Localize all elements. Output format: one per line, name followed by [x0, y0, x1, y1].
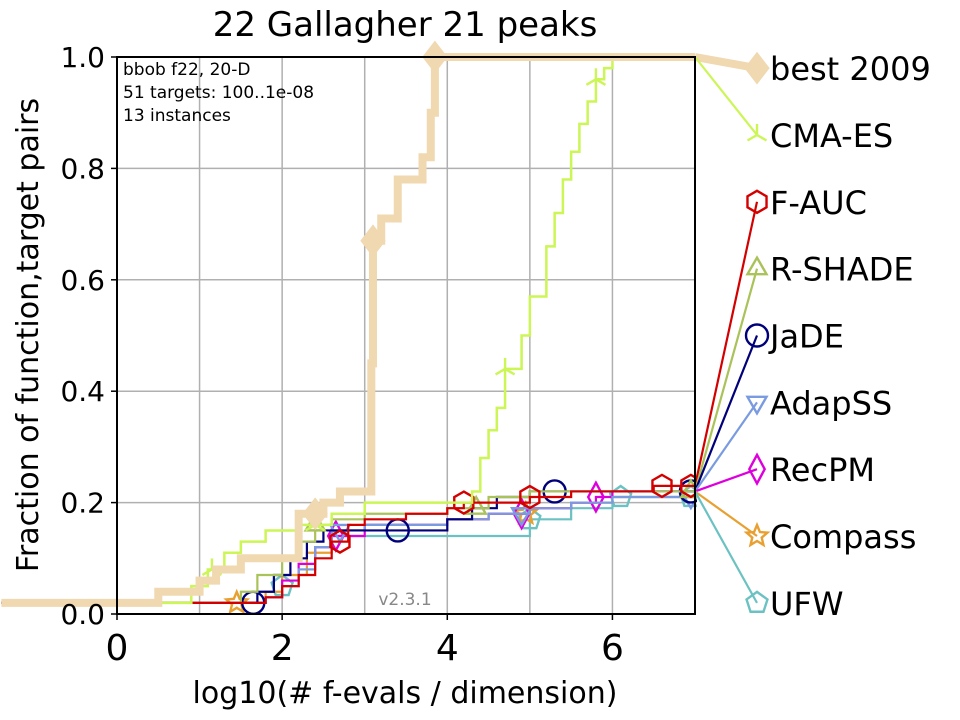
legend-label: R-SHADE: [770, 251, 914, 289]
legend-label: F-AUC: [770, 184, 867, 222]
legend-marker: [746, 189, 768, 215]
series-line: [1, 53, 695, 607]
annotation-line: 13 instances: [123, 106, 231, 126]
y-tick-label: 0.2: [60, 487, 105, 520]
legend-label: JaDE: [768, 318, 844, 356]
legend-marker: [744, 323, 770, 348]
legend-marker: [745, 395, 769, 416]
legend-connector: [694, 468, 758, 493]
legend-connector: [694, 490, 758, 537]
legend-connector: [693, 335, 759, 492]
legend: best 2009 CMA-ES F-AUC R-SHADE JaDE AdapSS Rec…: [743, 50, 931, 623]
series-marker: [223, 588, 251, 615]
plot-frame: [116, 56, 696, 615]
y-tick-label: 1.0: [60, 41, 105, 74]
x-tick-label: 0: [106, 628, 129, 669]
series-line: [1, 484, 695, 604]
series-line: [1, 55, 695, 605]
series-marker: [651, 473, 673, 499]
legend-label: Compass: [770, 518, 916, 556]
legend-label: best 2009: [770, 50, 931, 88]
legend-connector: [694, 490, 758, 604]
series-marker: [464, 494, 488, 515]
info-annotation: bbob f22, 20-D 51 targets: 100..1e-08 13…: [123, 60, 314, 126]
series-marker: [680, 473, 697, 499]
legend-marker: [745, 590, 769, 613]
series-marker: [595, 78, 607, 86]
annotation-line: 51 targets: 100..1e-08: [123, 83, 314, 103]
series-curves: [1, 40, 697, 616]
series-marker: [360, 224, 386, 258]
series-marker: [453, 490, 475, 515]
y-tick-label: 0.8: [60, 152, 105, 185]
x-tick-label: 2: [271, 628, 294, 669]
series-marker: [329, 529, 351, 554]
y-tick-label: 0.6: [60, 264, 105, 297]
y-tick-label: 0.4: [60, 375, 105, 408]
legend-marker: [756, 133, 768, 142]
axis-ticks: 0 2 4 6 0.0 0.2 0.4 0.6 0.8 1.0: [60, 41, 623, 669]
legend-label: AdapSS: [770, 384, 892, 422]
series-marker: [201, 568, 213, 576]
legend-connector: [694, 56, 758, 136]
series-marker: [509, 507, 534, 528]
y-tick-label: 0.0: [60, 598, 105, 631]
legend-label: UFW: [770, 585, 843, 623]
legend-marker: [746, 133, 758, 142]
legend-marker: [744, 51, 770, 85]
series-marker: [585, 78, 597, 86]
legend-label: RecPM: [770, 451, 875, 489]
series-marker: [494, 367, 506, 376]
chart-title: 22 Gallagher 21 peaks: [213, 5, 598, 45]
legend-marker: [745, 255, 769, 276]
legend-connector: [693, 201, 759, 487]
series-marker: [504, 367, 516, 376]
legend-label: CMA-ES: [770, 117, 893, 155]
series-marker: [302, 497, 328, 531]
version-label: v2.3.1: [378, 590, 431, 610]
legend-connector: [694, 401, 758, 493]
legend-connector: [693, 268, 759, 492]
x-axis-label: log10(# f-evals / dimension): [193, 676, 618, 711]
series-marker: [519, 484, 541, 510]
annotation-line: bbob f22, 20-D: [123, 60, 250, 80]
x-tick-label: 4: [436, 628, 459, 669]
legend-marker: [747, 452, 767, 487]
x-tick-label: 6: [601, 628, 624, 669]
legend-marker: [743, 521, 771, 548]
y-axis-label: Fraction of function,target pairs: [11, 98, 46, 572]
